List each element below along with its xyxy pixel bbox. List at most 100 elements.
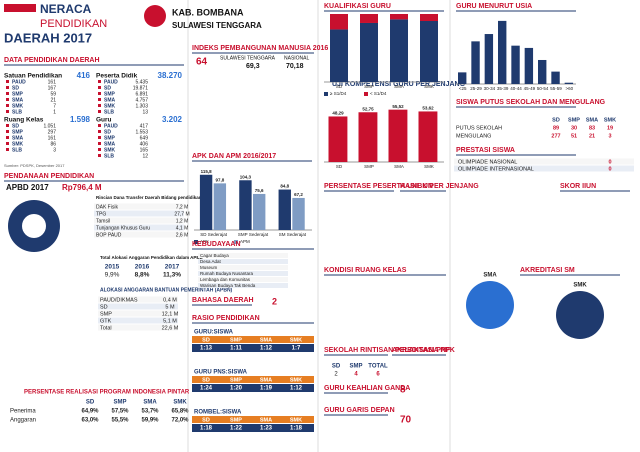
bar xyxy=(388,109,408,162)
section-title: GURU KEAHLIAN GANDA xyxy=(324,385,410,392)
row-label: SMK xyxy=(104,103,116,109)
column-header: SD xyxy=(202,337,210,343)
cell: 2,6 M xyxy=(176,232,189,238)
cell: Total xyxy=(100,325,112,331)
bar xyxy=(358,112,378,162)
section-title: DATA PENDIDIKAN DAERAH xyxy=(4,57,100,64)
row-value: 161 xyxy=(48,79,57,85)
row-value: 1.553 xyxy=(135,129,148,135)
cell: 30 xyxy=(571,125,577,131)
x-tick-label: SD Sederajat xyxy=(200,232,228,237)
pie-label: SMA xyxy=(483,273,497,279)
row-value: 13 xyxy=(142,109,148,115)
x-tick-label: 35-39 xyxy=(497,86,509,91)
cell: Museum xyxy=(200,265,218,270)
x-tick-label: >60 xyxy=(566,86,574,91)
bar xyxy=(564,82,574,84)
data-label: 75,6 xyxy=(255,188,264,193)
cell: 65,8% xyxy=(171,409,189,415)
column-header: SMA xyxy=(586,117,598,123)
cell: 1:22 xyxy=(230,426,243,432)
legend-swatch xyxy=(324,92,328,96)
row-band xyxy=(198,253,288,258)
row-band xyxy=(94,217,184,224)
row-label: SMA xyxy=(12,135,24,141)
bar xyxy=(484,34,494,84)
cell: 0,4 M xyxy=(163,297,177,303)
data-label: 48,29 xyxy=(332,111,344,116)
group-label: Ruang Kelas xyxy=(4,117,44,124)
data-label: 97,8 xyxy=(215,178,224,183)
cell: MENGULANG xyxy=(456,133,491,139)
row-band xyxy=(198,271,288,276)
rasio-band xyxy=(192,424,314,432)
cell: DAK Fisik xyxy=(96,204,118,210)
row-label: SMK xyxy=(104,147,116,153)
bullet xyxy=(98,92,101,95)
cell: Desa Adat xyxy=(200,259,222,264)
column-header: SMP xyxy=(230,377,242,383)
bullet xyxy=(98,148,101,151)
row-value: 6.891 xyxy=(135,91,148,97)
bar xyxy=(292,197,305,230)
cell: 1:12 xyxy=(290,386,303,392)
apbd-label: APBD 2017 xyxy=(6,183,49,192)
row-band xyxy=(454,165,634,172)
x-tick-label: SMP xyxy=(364,84,374,89)
row-value: 3 xyxy=(53,147,56,153)
row-label: SD xyxy=(104,85,111,91)
cell: 4 xyxy=(354,372,358,378)
cell: 7,2 M xyxy=(176,204,189,210)
section-title: HASIL UN xyxy=(400,183,433,190)
ipm-value: 69,3 xyxy=(246,63,260,70)
bullet xyxy=(6,92,9,95)
column-header: SMK xyxy=(604,117,616,123)
row-label: SLB xyxy=(12,109,22,115)
group-label: Guru xyxy=(96,117,112,124)
cell: 55,5% xyxy=(111,418,129,424)
row-value: 1.051 xyxy=(43,123,56,129)
row-label: SMP xyxy=(104,135,116,141)
row-label: SLB xyxy=(12,147,22,153)
legend-label: APM xyxy=(240,239,250,244)
bullet xyxy=(6,98,9,101)
column-header: SD xyxy=(202,417,210,423)
rasio-band xyxy=(192,384,314,392)
bullet xyxy=(98,142,101,145)
column-header: SMK xyxy=(290,377,302,383)
column-header: SD xyxy=(332,364,341,370)
cell: 1:7 xyxy=(292,346,301,352)
x-tick-label: 45-49 xyxy=(524,86,536,91)
cell: OLIMPIADE NASIONAL xyxy=(458,159,517,165)
bullet xyxy=(6,130,9,133)
cell: 72,0% xyxy=(171,418,189,424)
province: SULAWESI TENGGARA xyxy=(172,21,262,30)
row-band xyxy=(94,224,184,231)
x-tick-label: SD xyxy=(336,84,343,89)
bullet xyxy=(98,98,101,101)
apbd-donut-hole xyxy=(22,214,46,238)
row-band xyxy=(98,310,178,317)
bar-segment xyxy=(420,21,438,83)
cell: SD xyxy=(100,304,108,310)
bullet xyxy=(98,104,101,107)
bar-segment xyxy=(330,29,348,82)
x-tick-label: SMK xyxy=(424,164,434,169)
legend-label: APK xyxy=(200,239,209,244)
cell: 1:11 xyxy=(230,346,242,352)
section-title: AKREDITASI SM xyxy=(520,267,575,274)
cell: GTK xyxy=(100,318,112,324)
row-label: PAUD xyxy=(104,123,118,129)
legend-swatch xyxy=(194,240,198,244)
row-band xyxy=(98,317,178,324)
bar xyxy=(213,183,227,230)
bar-segment xyxy=(360,22,378,83)
cell: 83 xyxy=(589,125,595,131)
section-title: PERSENTASE PESERTA UNBK PER JENJANG xyxy=(324,183,479,190)
section-title: GURU MENURUT USIA xyxy=(456,3,532,10)
bar-segment xyxy=(390,14,408,20)
bullet xyxy=(98,130,101,133)
cell: Tunjangan Khusus Guru xyxy=(96,225,150,231)
section-title: KEBUDAYAAN xyxy=(192,241,241,248)
bullet xyxy=(98,136,101,139)
